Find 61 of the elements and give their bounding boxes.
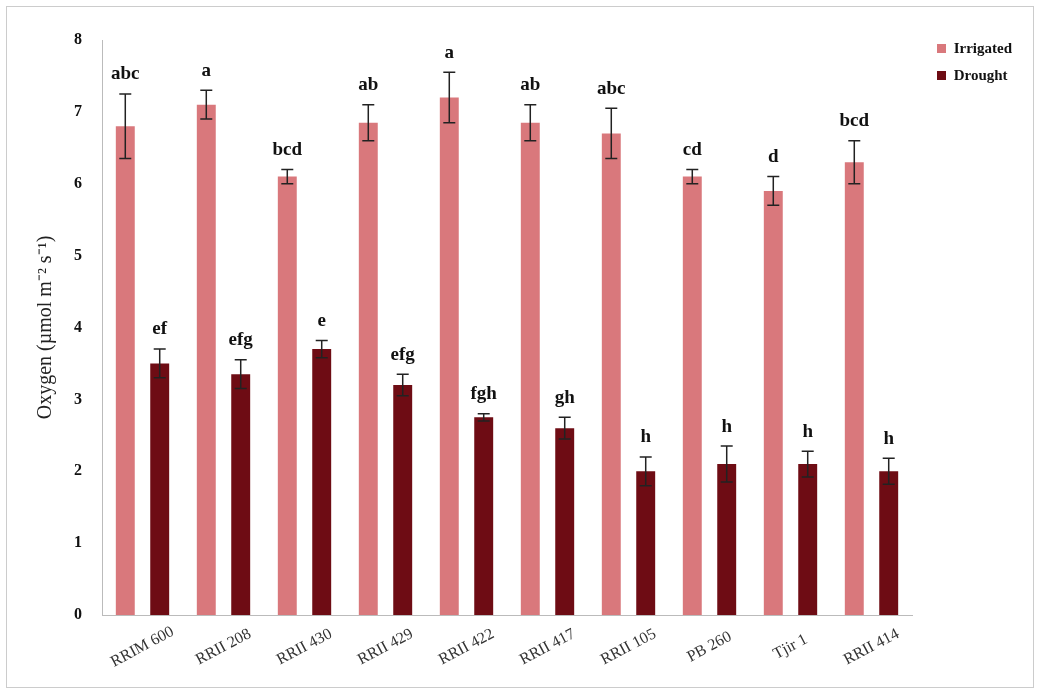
data-label: abc bbox=[111, 62, 140, 84]
bar bbox=[520, 122, 540, 615]
x-tick-label: RRII 208 bbox=[192, 624, 254, 668]
y-axis-title: Oxygen (µmol m⁻² s⁻¹) bbox=[33, 235, 57, 420]
bar bbox=[277, 176, 297, 615]
x-tick-label: RRII 429 bbox=[354, 624, 416, 668]
data-label: a bbox=[444, 40, 455, 62]
bar bbox=[358, 122, 378, 615]
bar bbox=[393, 385, 413, 615]
x-tick-label: RRII 430 bbox=[273, 624, 335, 668]
data-label: ab bbox=[358, 73, 379, 95]
bar bbox=[763, 190, 783, 615]
bar bbox=[439, 97, 459, 615]
y-tick-label: 1 bbox=[74, 533, 82, 551]
y-tick-label: 4 bbox=[74, 317, 82, 335]
bar bbox=[150, 363, 170, 615]
bar bbox=[636, 471, 656, 615]
x-tick-label: Tjir 1 bbox=[770, 629, 811, 663]
data-label: cd bbox=[682, 137, 703, 159]
data-label: bcd bbox=[272, 137, 303, 159]
bar bbox=[682, 176, 702, 615]
x-tick-label: RRII 414 bbox=[840, 624, 902, 668]
x-tick-label: RRII 417 bbox=[516, 624, 578, 668]
x-tick-label: RRII 422 bbox=[435, 624, 497, 668]
bar bbox=[474, 417, 494, 615]
y-tick-label: 2 bbox=[74, 461, 82, 479]
x-tick-label: RRII 105 bbox=[597, 624, 659, 668]
y-tick-label: 0 bbox=[74, 605, 82, 623]
legend-label: Irrigated bbox=[953, 40, 1012, 57]
bar bbox=[879, 471, 899, 615]
bar bbox=[798, 464, 818, 615]
data-label: efg bbox=[228, 328, 254, 350]
bar bbox=[717, 464, 737, 615]
y-tick-label: 5 bbox=[74, 245, 82, 263]
data-label: ab bbox=[520, 73, 541, 95]
data-label: a bbox=[201, 58, 212, 80]
bar bbox=[844, 162, 864, 615]
bar bbox=[555, 428, 575, 615]
data-label: gh bbox=[554, 385, 576, 407]
bar bbox=[196, 104, 216, 615]
data-label: bcd bbox=[839, 109, 870, 131]
data-label: h bbox=[802, 419, 814, 441]
x-tick-label: PB 260 bbox=[683, 627, 734, 665]
data-label: d bbox=[768, 144, 779, 166]
y-tick-label: 3 bbox=[74, 389, 82, 407]
data-label: abc bbox=[597, 76, 626, 98]
data-label: h bbox=[883, 426, 895, 448]
data-label: fgh bbox=[470, 382, 498, 404]
bar bbox=[312, 349, 332, 615]
bar bbox=[231, 374, 251, 615]
y-tick-label: 7 bbox=[74, 102, 82, 120]
data-label: e bbox=[317, 308, 326, 330]
data-label: h bbox=[640, 425, 652, 447]
data-label: h bbox=[721, 414, 733, 436]
data-label: efg bbox=[390, 342, 416, 364]
data-label: ef bbox=[152, 317, 168, 339]
legend-label: Drought bbox=[953, 67, 1008, 84]
y-tick-label: 8 bbox=[74, 30, 82, 48]
bar bbox=[115, 126, 135, 615]
bar bbox=[601, 133, 621, 615]
y-tick-label: 6 bbox=[74, 173, 82, 191]
